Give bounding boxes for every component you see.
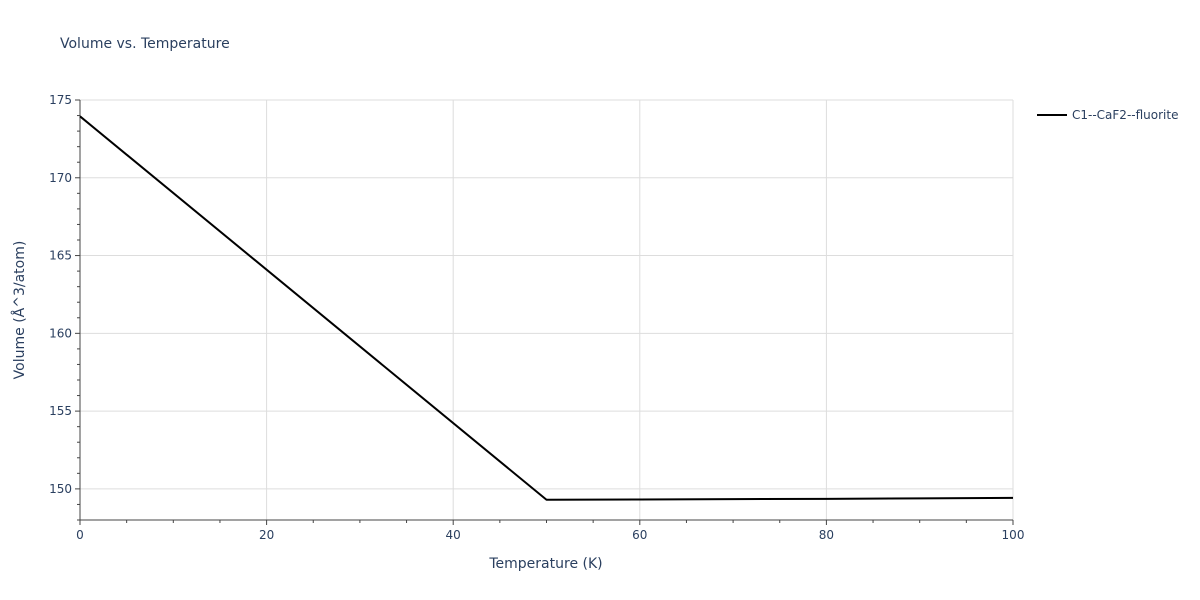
y-tick-label: 155	[49, 404, 72, 418]
y-tick-label: 150	[49, 482, 72, 496]
grid-lines	[80, 99, 1014, 520]
series-lines	[79, 115, 1014, 501]
y-tick-label: 160	[49, 326, 72, 340]
y-tick-label: 170	[49, 171, 72, 185]
chart-title: Volume vs. Temperature	[60, 36, 230, 52]
y-tick-label: 175	[49, 93, 72, 107]
axes	[75, 99, 1014, 525]
x-tick-label: 0	[76, 528, 84, 542]
x-tick-label: 80	[819, 528, 834, 542]
series-line	[79, 115, 1014, 501]
y-tick-label: 165	[49, 249, 72, 263]
x-tick-label: 60	[632, 528, 647, 542]
x-axis-title: Temperature (K)	[488, 556, 602, 572]
y-axis-title: Volume (Å^3/atom)	[11, 241, 28, 380]
x-tick-label: 40	[446, 528, 461, 542]
x-tick-labels: 0 20 40 60 80 100	[76, 528, 1024, 542]
x-tick-label: 100	[1002, 528, 1025, 542]
y-tick-labels: 150 155 160 165 170 175	[49, 93, 72, 496]
legend[interactable]: C1--CaF2--fluorite	[1037, 108, 1178, 122]
legend-label: C1--CaF2--fluorite	[1072, 108, 1178, 122]
x-tick-label: 20	[259, 528, 274, 542]
